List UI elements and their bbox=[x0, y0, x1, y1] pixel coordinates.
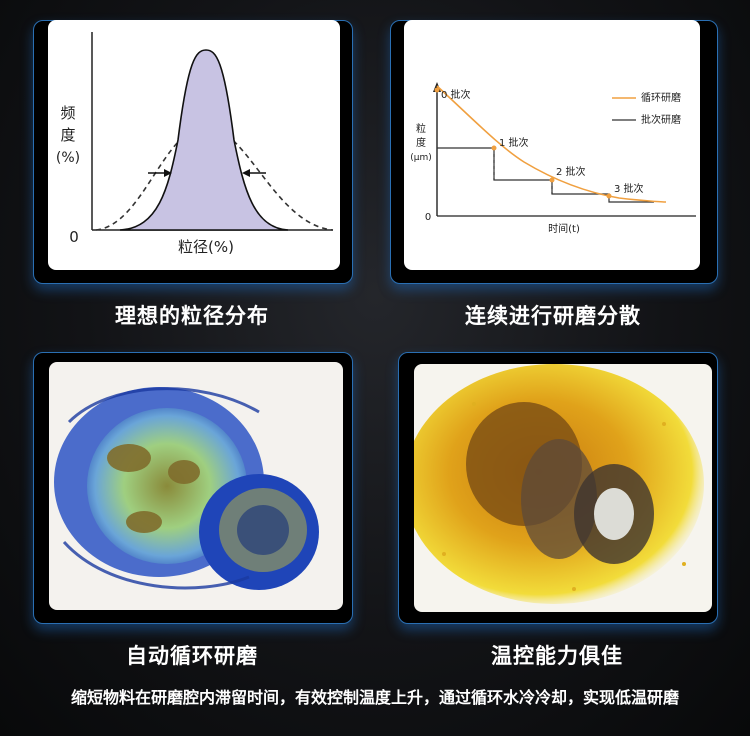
grinding-chart: 0 批次 1 批次 2 批次 3 批次 粒 度 (μm) 0 时间(t) 循环研… bbox=[410, 82, 696, 235]
rotor-hole bbox=[594, 488, 634, 540]
rotor-pin bbox=[126, 511, 162, 533]
batch-point-3 bbox=[606, 193, 612, 199]
flow-simulation-image bbox=[49, 362, 343, 610]
distribution-chart: 频 度 (%) 0 粒径(%) bbox=[56, 32, 334, 256]
right-arrowhead bbox=[242, 169, 250, 177]
particle bbox=[662, 422, 666, 426]
particle bbox=[572, 587, 576, 591]
particle bbox=[442, 552, 446, 556]
caption-temperature-control: 温控能力俱佳 bbox=[491, 644, 623, 668]
particle-simulation-image bbox=[414, 364, 712, 612]
x-label: 时间(t) bbox=[548, 222, 580, 235]
y-label-line1: 频 bbox=[60, 104, 75, 122]
y-label-line3: (%) bbox=[56, 150, 80, 166]
ideal-distribution-curve bbox=[119, 49, 289, 231]
batch-label-2: 2 批次 bbox=[556, 165, 586, 178]
y-label-line1: 粒 bbox=[416, 122, 426, 135]
flow-streamline bbox=[67, 387, 260, 424]
batch-label-0: 0 批次 bbox=[441, 88, 471, 101]
particle-simulation-graphic bbox=[414, 364, 704, 604]
batch-label-3: 3 批次 bbox=[614, 182, 644, 195]
origin-label: 0 bbox=[69, 228, 79, 246]
legend-label-circulation: 循环研磨 bbox=[641, 91, 681, 104]
y-label-line2: 度 bbox=[416, 136, 426, 149]
x-label: 粒径(%) bbox=[178, 238, 234, 256]
batch-point-2 bbox=[549, 177, 555, 183]
origin-label: 0 bbox=[425, 212, 431, 223]
caption-ideal-distribution: 理想的粒径分布 bbox=[115, 304, 269, 328]
y-label-line3: (μm) bbox=[410, 153, 432, 163]
grinding-chart-card: 0 批次 1 批次 2 批次 3 批次 粒 度 (μm) 0 时间(t) 循环研… bbox=[404, 20, 700, 270]
left-arrowhead bbox=[164, 169, 172, 177]
batch-point-1 bbox=[491, 145, 497, 151]
caption-auto-circulation: 自动循环研磨 bbox=[126, 644, 258, 668]
y-label-line2: 度 bbox=[60, 126, 75, 144]
batch-point-0 bbox=[434, 87, 440, 93]
rotor-core bbox=[237, 505, 289, 555]
distribution-chart-card: 频 度 (%) 0 粒径(%) bbox=[48, 20, 340, 270]
footer-description: 缩短物料在研磨腔内滞留时间，有效控制温度上升，通过循环水冷冷却，实现低温研磨 bbox=[70, 688, 679, 707]
flow-simulation-graphic bbox=[54, 387, 319, 590]
particle bbox=[472, 402, 476, 406]
particle bbox=[682, 562, 686, 566]
legend-label-batch: 批次研磨 bbox=[641, 113, 681, 126]
flow-streamline bbox=[62, 540, 250, 590]
rotor-pin bbox=[107, 444, 151, 472]
caption-continuous-grinding: 连续进行研磨分散 bbox=[465, 304, 641, 328]
rotor-pin bbox=[168, 460, 200, 484]
circulation-grinding-curve bbox=[436, 85, 667, 203]
batch-label-1: 1 批次 bbox=[499, 136, 529, 149]
